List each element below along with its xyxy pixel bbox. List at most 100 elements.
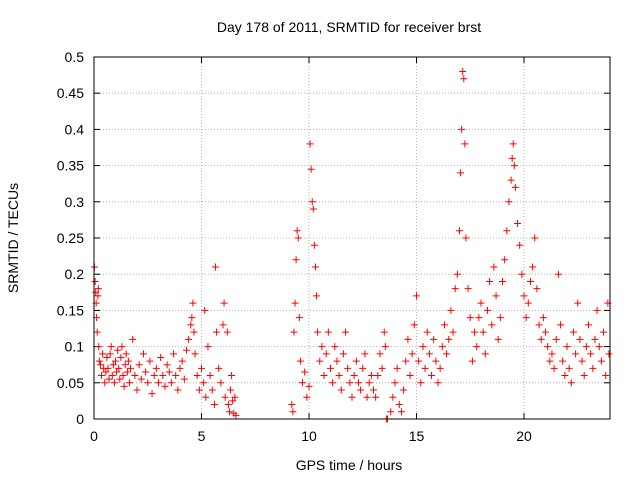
data-point: [112, 357, 119, 365]
data-point: [507, 176, 515, 184]
data-point: [471, 328, 479, 336]
data-point: [582, 343, 590, 351]
data-point: [191, 350, 199, 358]
data-point: [460, 75, 468, 83]
data-point: [447, 306, 455, 314]
x-tick-label: 20: [516, 428, 532, 444]
data-point: [370, 386, 377, 394]
x-tick-label: 10: [301, 428, 317, 444]
data-point: [576, 335, 584, 343]
data-point: [436, 364, 444, 372]
data-point: [182, 346, 190, 354]
data-point: [95, 357, 103, 365]
data-point: [428, 372, 436, 380]
data-point: [580, 372, 588, 380]
data-point: [185, 335, 193, 343]
data-point: [133, 386, 141, 394]
data-point: [293, 227, 301, 235]
data-point: [567, 379, 575, 387]
data-point: [335, 372, 343, 380]
data-point: [159, 372, 167, 380]
data-point: [443, 350, 451, 358]
data-point: [402, 357, 410, 365]
data-point: [190, 328, 198, 336]
data-point: [464, 285, 472, 293]
data-point: [587, 350, 595, 358]
data-point: [320, 372, 328, 380]
grid-lines: [94, 57, 610, 419]
data-point: [333, 357, 341, 365]
data-point: [479, 328, 487, 336]
data-point: [602, 372, 610, 380]
data-point: [305, 382, 313, 390]
data-point: [522, 314, 530, 322]
data-point: [176, 364, 184, 372]
data-point: [415, 357, 423, 365]
data-point: [425, 350, 433, 358]
data-point: [380, 328, 388, 336]
y-tick-label: 0.4: [65, 121, 85, 137]
data-point: [572, 350, 580, 358]
data-point: [395, 401, 403, 409]
data-point: [546, 357, 554, 365]
data-point: [456, 227, 463, 235]
data-point: [163, 361, 171, 369]
data-point: [533, 285, 541, 293]
data-point: [458, 125, 466, 133]
data-point: [508, 154, 516, 162]
y-tick-label: 0.2: [65, 266, 85, 282]
data-point: [337, 386, 345, 394]
data-point: [91, 277, 99, 285]
data-point: [221, 393, 229, 401]
data-point: [172, 372, 180, 380]
data-point: [440, 321, 448, 329]
data-point: [348, 393, 356, 401]
data-point: [363, 393, 371, 401]
data-point: [229, 397, 237, 405]
y-axis-ticks: 0 0.05 0.1 0.15 0.2 0.25 0.3 0.35 0.4 0.45 0.5: [57, 49, 610, 427]
data-point: [306, 140, 314, 148]
data-point: [201, 306, 209, 314]
data-point: [421, 364, 429, 372]
data-point: [329, 379, 337, 387]
data-point: [288, 401, 296, 409]
data-point: [585, 321, 592, 329]
data-point: [591, 335, 599, 343]
data-point: [529, 263, 537, 271]
data-point: [301, 368, 309, 376]
data-point: [125, 379, 133, 387]
data-point: [378, 364, 386, 372]
y-tick-label: 0.45: [57, 85, 84, 101]
x-axis-label: GPS time / hours: [296, 457, 403, 473]
data-point: [295, 314, 303, 322]
data-point: [578, 357, 586, 365]
data-point: [466, 314, 474, 322]
data-point: [108, 372, 116, 380]
data-point: [494, 335, 502, 343]
data-point: [496, 314, 504, 322]
data-point: [597, 357, 605, 365]
data-point: [354, 379, 362, 387]
data-point: [387, 408, 395, 416]
data-point: [296, 357, 304, 365]
data-point: [324, 328, 332, 336]
data-point: [96, 361, 104, 369]
data-point: [309, 205, 317, 213]
data-point: [165, 368, 173, 376]
data-point: [408, 350, 416, 358]
data-point: [526, 277, 534, 285]
data-point: [600, 328, 608, 336]
y-tick-label: 0.3: [65, 194, 85, 210]
data-point: [178, 357, 186, 365]
data-point: [213, 328, 221, 336]
data-point: [189, 299, 197, 307]
data-point: [389, 393, 397, 401]
y-axis-label: SRMTID / TECUs: [5, 183, 21, 293]
data-point: [123, 368, 131, 376]
y-tick-label: 0: [76, 411, 84, 427]
data-point: [453, 270, 461, 278]
data-point: [137, 375, 145, 383]
data-point: [461, 140, 469, 148]
data-point: [119, 372, 127, 380]
